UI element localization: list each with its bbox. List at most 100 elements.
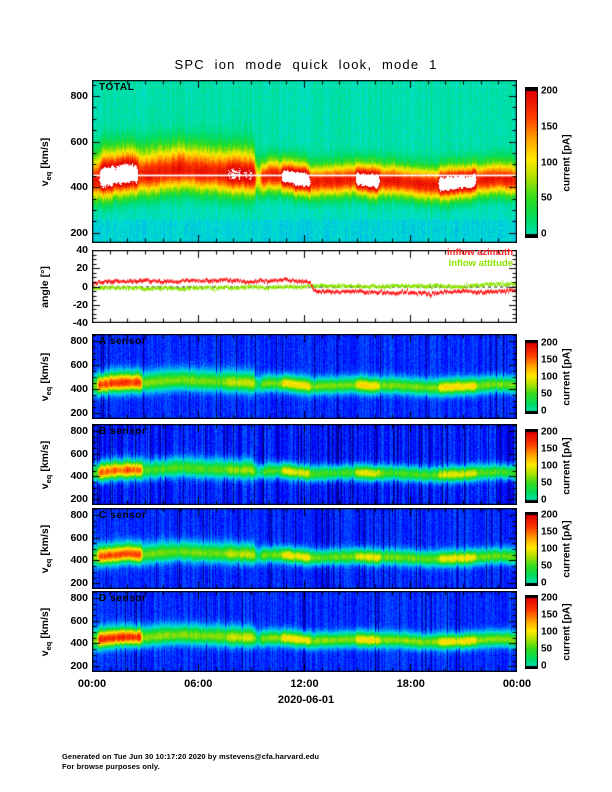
colorbar-tick-label: 200 — [541, 85, 558, 97]
y-axis-unit: [km/s] — [38, 524, 51, 556]
y-axis-title-c: veq [km/s] — [39, 524, 53, 573]
footer-generated-line: Generated on Tue Jun 30 10:17:20 2020 by… — [62, 752, 320, 761]
colorbar-tick-label: 100 — [541, 157, 558, 168]
colorbar-tick-label: 150 — [541, 121, 558, 133]
y-tick-label: 400 — [70, 383, 88, 396]
y-tick-label: 40 — [76, 244, 88, 256]
x-tick-label: 00:00 — [77, 678, 107, 690]
x-axis-date-label: 2020-06-01 — [277, 694, 335, 706]
colorbar-tick-label: 0 — [541, 405, 547, 417]
footer-note: Generated on Tue Jun 30 10:17:20 2020 by… — [62, 752, 319, 771]
y-axis-subscript: eq — [44, 558, 54, 567]
colorbar-tick-label: 0 — [541, 228, 547, 240]
y-tick-label: 200 — [70, 493, 88, 506]
colorbar-tick-label: 50 — [541, 643, 553, 655]
y-tick-label: 600 — [70, 359, 88, 372]
colorbar-tick-label: 200 — [541, 509, 558, 521]
colorbar-axis-title: current [pA] — [561, 437, 573, 495]
y-axis-unit: [km/s] — [38, 440, 51, 472]
y-axis-unit: [km/s] — [38, 352, 51, 384]
y-axis-unit: [°] — [38, 265, 51, 277]
spectrogram-canvas-b — [92, 424, 517, 505]
colorbar-axis-title: current [pA] — [561, 603, 573, 661]
y-tick-label: 800 — [70, 591, 88, 604]
y-tick-label: 0 — [82, 280, 88, 293]
colorbar-tick-label: 50 — [541, 388, 553, 400]
y-tick-label: 800 — [70, 89, 88, 102]
colorbar-tick-label: 100 — [541, 371, 558, 383]
page-title: SPC ion mode quick look, mode 1 — [174, 57, 438, 72]
colorbar-tick-label: 200 — [541, 337, 558, 349]
y-axis-variable: v — [38, 566, 51, 573]
colorbar-tick-label: 150 — [541, 354, 558, 366]
y-axis-subscript: eq — [44, 171, 54, 180]
y-tick-label: 20 — [76, 262, 88, 275]
colorbar-canvas-c — [525, 512, 538, 586]
y-tick-label: 800 — [70, 424, 88, 437]
spectrogram-canvas-total — [92, 80, 517, 243]
colorbar-canvas-a — [525, 340, 538, 414]
y-axis-variable: v — [38, 394, 51, 401]
y-axis-variable: v — [38, 179, 51, 186]
y-tick-label: 600 — [70, 614, 88, 627]
y-tick-label: -20 — [72, 298, 88, 311]
spectrogram-canvas-d — [92, 591, 517, 672]
colorbar-tick-label: 150 — [541, 609, 558, 621]
y-axis-subscript: eq — [44, 474, 54, 483]
colorbar-tick-label: 0 — [541, 660, 547, 672]
y-tick-label: 800 — [70, 508, 88, 521]
colorbar-tick-label: 0 — [541, 494, 547, 506]
y-axis-title-total: veq [km/s] — [39, 137, 53, 186]
colorbar-axis-title: current [pA] — [561, 520, 573, 578]
y-axis-variable: angle — [38, 279, 51, 308]
angle-legend: inflow azimuth inflow attitude — [92, 247, 513, 269]
spectrogram-canvas-a — [92, 334, 517, 419]
y-axis-title-a: veq [km/s] — [39, 352, 53, 401]
colorbar-tick-label: 100 — [541, 460, 558, 472]
y-tick-label: 600 — [70, 531, 88, 544]
y-tick-label: 200 — [70, 660, 88, 673]
y-tick-label: 800 — [70, 335, 88, 348]
colorbar-tick-label: 200 — [541, 592, 558, 604]
colorbar-tick-label: 150 — [541, 526, 558, 538]
panel-title-total: TOTAL — [99, 82, 135, 93]
y-tick-label: 400 — [70, 181, 88, 194]
y-axis-variable: v — [38, 649, 51, 656]
colorbar-tick-label: 150 — [541, 443, 558, 455]
panel-title-d: D sensor — [99, 593, 147, 604]
x-tick-label: 12:00 — [290, 678, 319, 690]
colorbar-canvas-b — [525, 429, 538, 503]
x-tick-label: 00:00 — [502, 678, 532, 690]
legend-inflow-azimuth: inflow azimuth — [447, 247, 513, 258]
x-tick-label: 18:00 — [396, 678, 425, 690]
angle-plot-canvas — [92, 250, 517, 323]
colorbar-axis-title: current [pA] — [561, 133, 573, 192]
y-axis-variable: v — [38, 482, 51, 489]
y-tick-label: 200 — [70, 407, 88, 420]
colorbar-tick-label: 100 — [541, 543, 558, 555]
colorbar-axis-title: current [pA] — [561, 348, 573, 406]
panel-title-c: C sensor — [99, 510, 147, 521]
y-axis-title-d: veq [km/s] — [39, 607, 53, 656]
legend-inflow-attitude: inflow attitude — [448, 257, 513, 269]
colorbar-tick-label: 0 — [541, 577, 547, 589]
colorbar-canvas-total — [525, 87, 538, 238]
y-tick-label: -40 — [72, 317, 88, 329]
y-axis-unit: [km/s] — [38, 137, 51, 169]
y-tick-label: 200 — [70, 226, 88, 239]
y-axis-unit: [km/s] — [38, 607, 51, 639]
colorbar-tick-label: 50 — [541, 192, 553, 204]
colorbar-tick-label: 200 — [541, 426, 558, 438]
y-axis-subscript: eq — [44, 641, 54, 650]
y-axis-title-angle: angle [°] — [39, 266, 53, 308]
y-axis-subscript: eq — [44, 386, 54, 395]
colorbar-canvas-d — [525, 595, 538, 669]
y-tick-label: 400 — [70, 554, 88, 567]
spectrogram-canvas-c — [92, 508, 517, 589]
colorbar-tick-label: 50 — [541, 560, 553, 572]
y-tick-label: 600 — [70, 447, 88, 460]
panel-title-b: B sensor — [99, 426, 147, 437]
y-tick-label: 400 — [70, 637, 88, 650]
y-tick-label: 400 — [70, 470, 88, 483]
